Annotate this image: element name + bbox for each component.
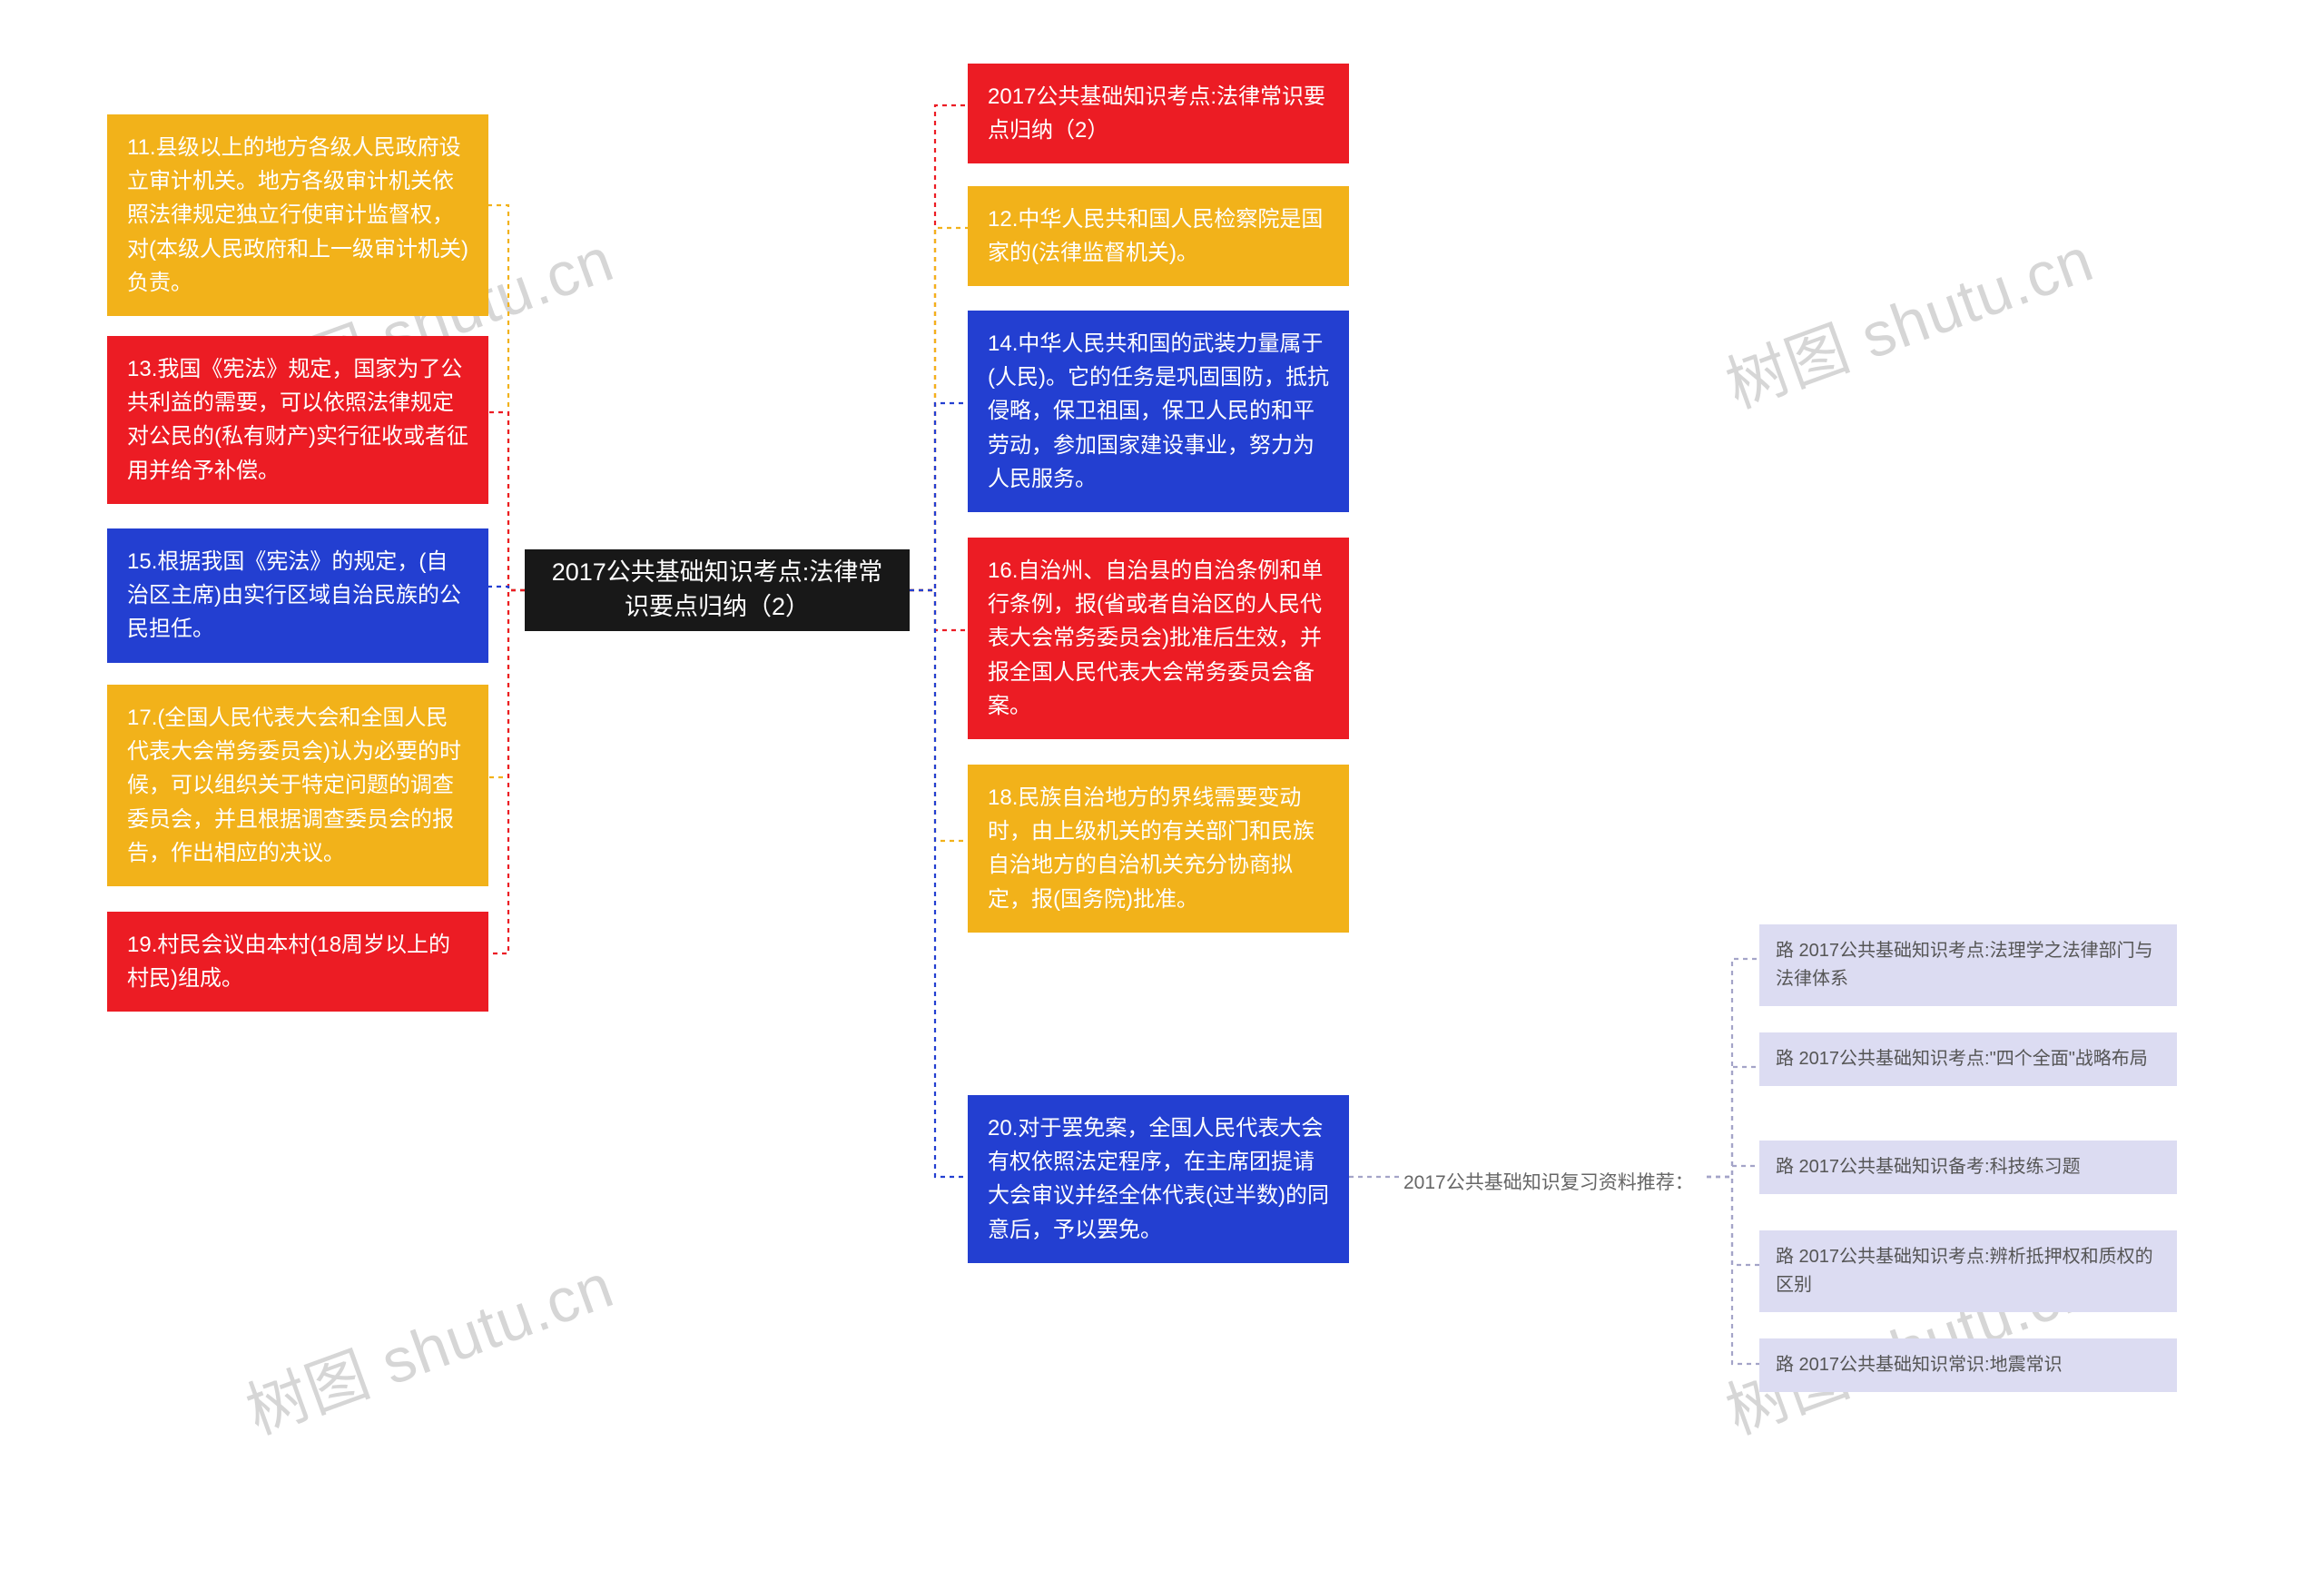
node-text: 20.对于罢免案，全国人民代表大会有权依照法定程序，在主席团提请大会审议并经全体… (988, 1116, 1329, 1242)
sub-branch-label: 2017公共基础知识复习资料推荐： (1403, 1164, 1694, 1199)
node-r2[interactable]: 12.中华人民共和国人民检察院是国家的(法律监督机关)。 (968, 186, 1349, 286)
watermark: 树图 shutu.cn (1712, 210, 2103, 426)
root-text: 2017公共基础知识考点:法律常识要点归纳（2） (545, 556, 890, 625)
leaf-text: 路 2017公共基础知识考点:"四个全面"战略布局 (1776, 1049, 2148, 1069)
node-r5[interactable]: 18.民族自治地方的界线需要变动时，由上级机关的有关部门和民族自治地方的自治机关… (968, 765, 1349, 933)
node-r4[interactable]: 16.自治州、自治县的自治条例和单行条例，报(省或者自治区的人民代表大会常务委员… (968, 538, 1349, 739)
leaf-t4[interactable]: 路 2017公共基础知识考点:辨析抵押权和质权的区别 (1759, 1230, 2177, 1312)
node-text: 13.我国《宪法》规定，国家为了公共利益的需要，可以依照法律规定对公民的(私有财… (127, 357, 468, 483)
node-text: 2017公共基础知识考点:法律常识要点归纳（2） (988, 84, 1325, 143)
node-text: 12.中华人民共和国人民检察院是国家的(法律监督机关)。 (988, 207, 1323, 265)
leaf-text: 路 2017公共基础知识考点:辨析抵押权和质权的区别 (1776, 1247, 2153, 1295)
node-text: 19.村民会议由本村(18周岁以上的村民)组成。 (127, 933, 450, 991)
leaf-t5[interactable]: 路 2017公共基础知识常识:地震常识 (1759, 1338, 2177, 1392)
leaf-t1[interactable]: 路 2017公共基础知识考点:法理学之法律部门与法律体系 (1759, 924, 2177, 1006)
root-node[interactable]: 2017公共基础知识考点:法律常识要点归纳（2） (525, 549, 910, 631)
node-l5[interactable]: 19.村民会议由本村(18周岁以上的村民)组成。 (107, 912, 488, 1012)
node-text: 16.自治州、自治县的自治条例和单行条例，报(省或者自治区的人民代表大会常务委员… (988, 558, 1323, 718)
node-r1[interactable]: 2017公共基础知识考点:法律常识要点归纳（2） (968, 64, 1349, 163)
node-l3[interactable]: 15.根据我国《宪法》的规定，(自治区主席)由实行区域自治民族的公民担任。 (107, 528, 488, 663)
node-l2[interactable]: 13.我国《宪法》规定，国家为了公共利益的需要，可以依照法律规定对公民的(私有财… (107, 336, 488, 504)
node-r6[interactable]: 20.对于罢免案，全国人民代表大会有权依照法定程序，在主席团提请大会审议并经全体… (968, 1095, 1349, 1263)
node-text: 15.根据我国《宪法》的规定，(自治区主席)由实行区域自治民族的公民担任。 (127, 549, 461, 641)
leaf-t2[interactable]: 路 2017公共基础知识考点:"四个全面"战略布局 (1759, 1032, 2177, 1086)
node-r3[interactable]: 14.中华人民共和国的武装力量属于(人民)。它的任务是巩固国防，抵抗侵略，保卫祖… (968, 311, 1349, 512)
leaf-text: 路 2017公共基础知识考点:法理学之法律部门与法律体系 (1776, 941, 2153, 989)
leaf-text: 路 2017公共基础知识备考:科技练习题 (1776, 1157, 2081, 1177)
node-text: 18.民族自治地方的界线需要变动时，由上级机关的有关部门和民族自治地方的自治机关… (988, 785, 1315, 912)
node-l1[interactable]: 11.县级以上的地方各级人民政府设立审计机关。地方各级审计机关依照法律规定独立行… (107, 114, 488, 316)
leaf-text: 路 2017公共基础知识常识:地震常识 (1776, 1355, 2063, 1375)
node-l4[interactable]: 17.(全国人民代表大会和全国人民代表大会常务委员会)认为必要的时候，可以组织关… (107, 685, 488, 886)
mindmap-canvas: { "root": { "text": "2017公共基础知识考点:法律常识要点… (0, 0, 2324, 1590)
leaf-t3[interactable]: 路 2017公共基础知识备考:科技练习题 (1759, 1141, 2177, 1194)
watermark: 树图 shutu.cn (232, 1236, 624, 1452)
node-text: 11.县级以上的地方各级人民政府设立审计机关。地方各级审计机关依照法律规定独立行… (127, 135, 468, 295)
node-text: 17.(全国人民代表大会和全国人民代表大会常务委员会)认为必要的时候，可以组织关… (127, 706, 461, 865)
node-text: 14.中华人民共和国的武装力量属于(人民)。它的任务是巩固国防，抵抗侵略，保卫祖… (988, 331, 1329, 491)
